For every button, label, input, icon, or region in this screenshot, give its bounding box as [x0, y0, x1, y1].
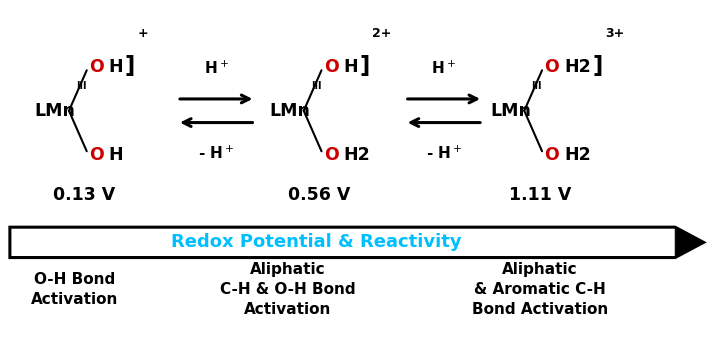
Polygon shape — [675, 227, 703, 258]
Text: H: H — [109, 146, 123, 164]
Text: H$^+$: H$^+$ — [432, 60, 456, 77]
Text: 1.11 V: 1.11 V — [509, 186, 571, 204]
Text: - H$^+$: - H$^+$ — [426, 144, 462, 162]
Text: LMn: LMn — [490, 102, 531, 120]
Text: LMn: LMn — [270, 102, 310, 120]
Text: Aliphatic
& Aromatic C-H
Bond Activation: Aliphatic & Aromatic C-H Bond Activation — [472, 262, 608, 317]
Text: 3+: 3+ — [605, 27, 625, 40]
Text: H: H — [343, 58, 358, 76]
Text: H2: H2 — [564, 58, 591, 76]
Text: +: + — [137, 27, 148, 40]
Text: O: O — [89, 146, 104, 164]
Text: III: III — [311, 81, 321, 91]
Text: Redox Potential & Reactivity: Redox Potential & Reactivity — [171, 233, 461, 251]
Text: 0.13 V: 0.13 V — [54, 186, 115, 204]
Text: - H$^+$: - H$^+$ — [198, 144, 234, 162]
Text: O: O — [544, 146, 559, 164]
Text: Aliphatic
C-H & O-H Bond
Activation: Aliphatic C-H & O-H Bond Activation — [219, 262, 355, 317]
Text: 2+: 2+ — [372, 27, 391, 40]
Text: LMn: LMn — [35, 102, 76, 120]
Text: O: O — [544, 58, 559, 76]
Text: III: III — [76, 81, 87, 91]
Text: ]: ] — [125, 55, 135, 79]
Text: O: O — [323, 58, 338, 76]
Text: O-H Bond
Activation: O-H Bond Activation — [32, 272, 118, 307]
Text: ]: ] — [592, 55, 603, 79]
Text: 0.56 V: 0.56 V — [288, 186, 351, 204]
Text: H2: H2 — [343, 146, 370, 164]
Text: O: O — [89, 58, 104, 76]
Text: H$^+$: H$^+$ — [204, 60, 229, 77]
Text: O: O — [323, 146, 338, 164]
Text: ]: ] — [359, 55, 369, 79]
Text: H2: H2 — [564, 146, 591, 164]
Text: III: III — [531, 81, 542, 91]
Text: H: H — [109, 58, 123, 76]
